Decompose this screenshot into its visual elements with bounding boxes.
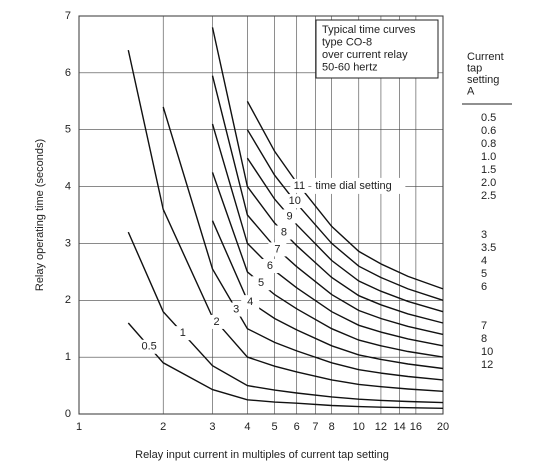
curve-label-bg [274,225,293,240]
curve-label: 11 [294,180,305,192]
annotation-line: Typical time curves [322,24,416,36]
tap-value: 12 [481,359,493,371]
grid [78,15,444,415]
curve-label: 7 [274,243,280,255]
table-header: setting [467,74,499,86]
tap-value: 0.5 [481,112,496,124]
curve-label-bg [260,259,279,274]
tap-value: 4 [481,255,487,267]
tap-value: 1.5 [481,164,496,176]
tap-value: 10 [481,346,493,358]
plot-frame [78,15,444,415]
curve-label: 3 [233,303,239,315]
table-header: tap [467,62,482,74]
curve [246,157,444,313]
curve [162,106,444,381]
x-tick-label: 14 [394,421,406,433]
tap-value: 5 [481,268,487,280]
curve-label-bg [285,194,304,209]
x-tick-label: 2 [160,421,166,433]
x-tick-label: 1 [76,421,82,433]
curve-label: 8 [281,226,287,238]
curve-label-bg [280,209,299,224]
curve-label: 2 [213,316,219,328]
x-tick-label: 4 [244,421,250,433]
curve [211,75,444,336]
y-tick-label: 2 [65,294,71,306]
curve-label-bg [268,242,287,257]
curve [127,231,444,404]
annotation-line: 50-60 hertz [322,61,378,73]
y-tick-label: 7 [65,10,71,22]
curve [127,49,444,392]
curve [246,100,444,290]
x-tick-label: 8 [329,421,335,433]
curve-label-bg [252,276,271,291]
curve [127,322,444,409]
tap-value: 2.5 [481,190,496,202]
tap-value: 6 [481,281,487,293]
tap-value: 3.5 [481,242,496,254]
curve-label: 4 [247,296,253,308]
annotation-line: type CO-8 [322,36,372,48]
y-tick-label: 6 [65,67,71,79]
curve-label-bg [227,302,246,317]
y-tick-label: 4 [65,180,71,192]
curve-label-bg [207,314,226,329]
tap-value: 8 [481,333,487,345]
tap-value: 0.8 [481,138,496,150]
curve-label-note: time dial setting [315,180,391,192]
tap-value: 3 [481,229,487,241]
tap-value: 1.0 [481,151,496,163]
curve [211,123,444,347]
x-tick-label: 5 [271,421,277,433]
curve-label: 6 [267,260,273,272]
y-tick-label: 0 [65,408,71,420]
curve-label-bg [173,326,192,341]
curve-label-bg [140,339,159,354]
curve-label: 5 [258,277,264,289]
x-tick-label: 6 [294,421,300,433]
x-tick-label: 10 [353,421,365,433]
tap-value: 2.0 [481,177,496,189]
y-axis-label: Relay operating time (seconds) [34,139,46,291]
curve-label: 1 [180,327,186,339]
note-bg [311,177,406,194]
table-header: Current [467,51,504,63]
tap-value: 0.6 [481,125,496,137]
x-tick-label: 20 [437,421,449,433]
y-tick-label: 1 [65,351,71,363]
curve-label-bg [290,178,309,193]
tap-value: 7 [481,320,487,332]
table-header: A [467,85,475,97]
curve-label-bg [241,295,260,310]
curve [211,27,444,324]
curve-label: 10 [289,195,301,207]
curve [246,129,444,301]
x-tick-label: 12 [375,421,387,433]
x-axis-label: Relay input current in multiples of curr… [135,449,389,461]
annotation-box [315,19,439,79]
annotation-line: over current relay [322,49,408,61]
x-tick-label: 7 [312,421,318,433]
x-tick-label: 16 [410,421,422,433]
curve-label: 0.5 [141,341,156,353]
y-tick-label: 5 [65,124,71,136]
y-tick-label: 3 [65,237,71,249]
x-tick-label: 3 [209,421,215,433]
curve-label: 9 [287,210,293,222]
